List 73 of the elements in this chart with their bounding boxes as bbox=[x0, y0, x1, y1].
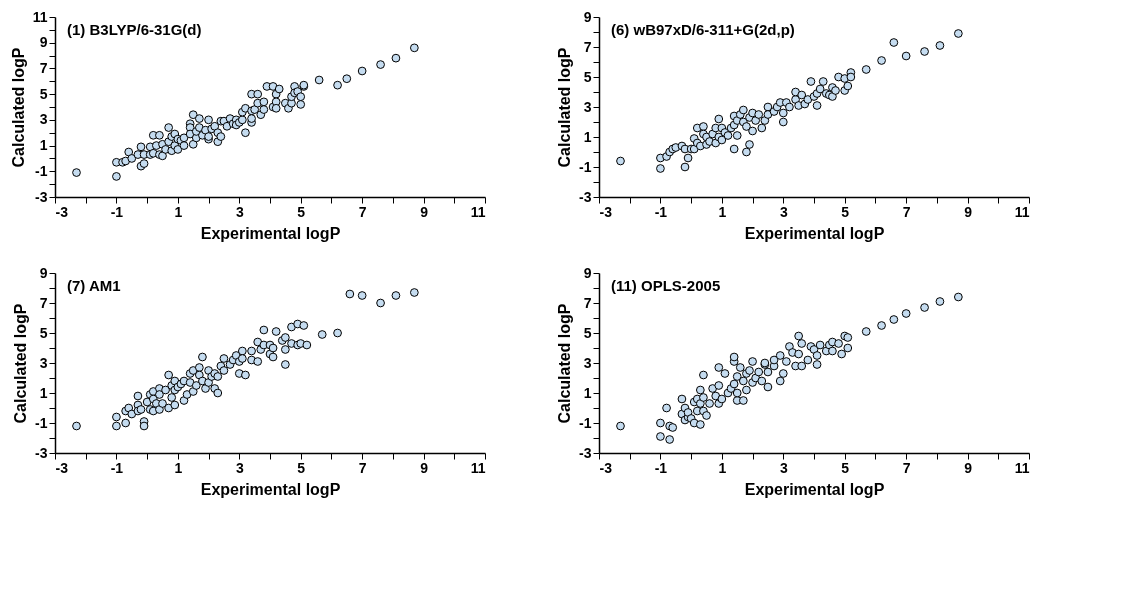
y-tick-label: -1 bbox=[579, 158, 592, 175]
x-tick-label: 3 bbox=[235, 203, 244, 220]
x-tick-label: 9 bbox=[964, 459, 973, 476]
x-tick-label: 1 bbox=[174, 459, 183, 476]
x-tick-label: 5 bbox=[297, 203, 306, 220]
y-tick-label: -3 bbox=[35, 188, 48, 205]
x-tick-label: 7 bbox=[358, 459, 367, 476]
y-tick-label: 7 bbox=[39, 294, 48, 311]
x-tick-label: 9 bbox=[964, 203, 973, 220]
y-tick-label: 5 bbox=[39, 324, 48, 341]
x-tick-label: 7 bbox=[902, 203, 911, 220]
x-axis-title: Experimental logP bbox=[744, 224, 885, 242]
y-tick-label: 5 bbox=[583, 68, 592, 85]
y-tick-label: 9 bbox=[39, 264, 48, 281]
x-tick-label: 3 bbox=[779, 203, 788, 220]
x-tick-label: 1 bbox=[174, 203, 183, 220]
chart-title: (1) B3LYP/6-31G(d) bbox=[67, 21, 202, 38]
y-tick-label: 7 bbox=[583, 294, 592, 311]
y-tick-label: 5 bbox=[39, 85, 48, 102]
y-tick-label: 7 bbox=[583, 38, 592, 55]
x-tick-label: 9 bbox=[420, 203, 429, 220]
y-axis-title: Calculated logP bbox=[556, 47, 574, 168]
x-tick-label: 3 bbox=[779, 459, 788, 476]
y-tick-label: -1 bbox=[35, 414, 48, 431]
y-tick-label: 9 bbox=[583, 264, 592, 281]
x-tick-label: -3 bbox=[599, 459, 613, 476]
x-tick-label: 7 bbox=[358, 203, 367, 220]
y-tick-label: 1 bbox=[39, 137, 48, 154]
x-tick-label: 11 bbox=[1014, 459, 1030, 476]
y-tick-label: -1 bbox=[35, 162, 48, 179]
x-axis-title: Experimental logP bbox=[744, 480, 885, 498]
y-tick-label: 1 bbox=[39, 384, 48, 401]
x-tick-label: -1 bbox=[654, 203, 668, 220]
x-tick-label: -1 bbox=[654, 459, 668, 476]
x-tick-label: 5 bbox=[841, 203, 850, 220]
y-tick-label: -3 bbox=[579, 188, 592, 205]
y-tick-label: 1 bbox=[583, 128, 592, 145]
x-tick-label: -3 bbox=[599, 203, 613, 220]
y-axis-title: Calculated logP bbox=[9, 47, 27, 168]
y-axis-title: Calculated logP bbox=[12, 303, 30, 424]
y-tick-label: -3 bbox=[35, 444, 48, 461]
y-axis-title: Calculated logP bbox=[556, 303, 574, 424]
x-tick-label: 1 bbox=[718, 459, 727, 476]
x-tick-label: 1 bbox=[718, 203, 727, 220]
x-tick-label: -1 bbox=[110, 459, 124, 476]
y-tick-label: -3 bbox=[579, 444, 592, 461]
y-tick-label: 3 bbox=[39, 354, 48, 371]
y-tick-label: 3 bbox=[583, 354, 592, 371]
chart-title: (11) OPLS-2005 bbox=[611, 277, 721, 294]
x-tick-label: 11 bbox=[470, 459, 486, 476]
x-tick-label: 3 bbox=[235, 459, 244, 476]
x-tick-label: 7 bbox=[902, 459, 911, 476]
x-tick-label: -1 bbox=[110, 203, 124, 220]
y-tick-label: 1 bbox=[583, 384, 592, 401]
x-tick-label: -3 bbox=[55, 203, 69, 220]
y-tick-label: 3 bbox=[39, 111, 48, 128]
x-axis-title: Experimental logP bbox=[200, 224, 341, 242]
y-tick-label: 11 bbox=[32, 8, 48, 25]
y-tick-label: 9 bbox=[39, 34, 48, 51]
y-tick-label: 7 bbox=[39, 59, 48, 76]
x-tick-label: 11 bbox=[470, 203, 486, 220]
x-tick-label: 5 bbox=[297, 459, 306, 476]
y-tick-label: -1 bbox=[579, 414, 592, 431]
y-tick-label: 5 bbox=[583, 324, 592, 341]
x-tick-label: 11 bbox=[1014, 203, 1030, 220]
x-tick-label: 9 bbox=[420, 459, 429, 476]
y-tick-label: 3 bbox=[583, 98, 592, 115]
x-tick-label: 5 bbox=[841, 459, 850, 476]
chart-title: (6) wB97xD/6-311+G(2d,p) bbox=[611, 21, 795, 38]
chart-title: (7) AM1 bbox=[67, 277, 121, 294]
x-axis-title: Experimental logP bbox=[200, 480, 341, 498]
y-tick-label: 9 bbox=[583, 8, 592, 25]
x-tick-label: -3 bbox=[55, 459, 69, 476]
